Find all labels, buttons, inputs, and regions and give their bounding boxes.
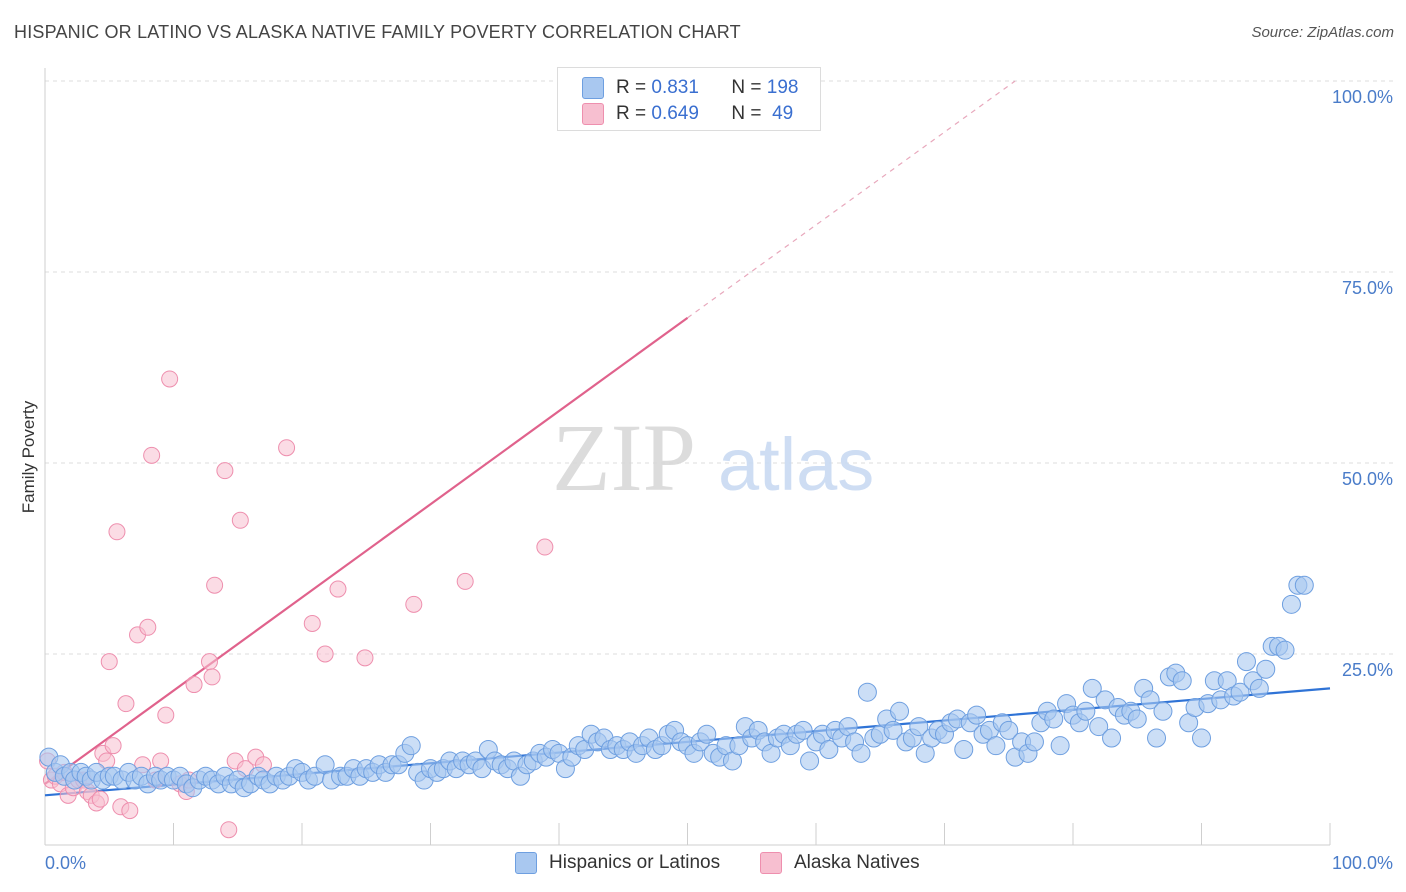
axes-layer xyxy=(44,68,1330,846)
legend-item-alaska: Alaska Natives xyxy=(760,852,920,874)
alaska-point xyxy=(316,645,334,663)
alaska-point xyxy=(278,439,296,457)
hispanic-point xyxy=(1140,690,1160,710)
legend-label-alaska: Alaska Natives xyxy=(794,852,920,873)
legend-label-hispanic: Hispanics or Latinos xyxy=(549,852,721,873)
hispanic-point xyxy=(1082,678,1102,698)
watermark: ZIP atlas xyxy=(552,404,874,511)
alaska-point xyxy=(117,695,135,713)
hispanic-point xyxy=(819,740,839,759)
legend-swatch-pink xyxy=(582,103,604,125)
hispanic-point xyxy=(1275,640,1295,660)
hispanic-point xyxy=(1044,709,1064,729)
hispanic-point xyxy=(1127,709,1147,729)
y-axis-title: Family Poverty xyxy=(19,400,38,513)
series-legend: Hispanics or Latinos Alaska Natives xyxy=(0,852,1406,876)
y-tick-label: 100.0% xyxy=(1332,87,1393,107)
alaska-point xyxy=(200,653,218,671)
legend-row-hispanic: R = 0.831 N = 198 xyxy=(582,76,798,100)
hispanic-point xyxy=(1024,732,1044,752)
alaska-point xyxy=(220,821,238,839)
alaska-point xyxy=(104,737,122,755)
hispanic-point xyxy=(909,717,929,737)
watermark-zip: ZIP xyxy=(552,404,696,511)
legend-item-hispanic: Hispanics or Latinos xyxy=(515,852,720,874)
legend-n-value: 49 xyxy=(772,103,794,124)
legend-swatch-blue xyxy=(515,852,537,874)
alaska-point xyxy=(231,511,249,529)
alaska-point xyxy=(91,790,109,808)
hispanic-point xyxy=(793,720,813,740)
hispanic-point xyxy=(1256,659,1276,679)
hispanic-point xyxy=(1050,736,1070,756)
y-tick-label: 25.0% xyxy=(1342,660,1393,680)
alaska-point xyxy=(161,370,179,388)
source-label: Source: ZipAtlas.com xyxy=(1251,24,1394,41)
alaska-point xyxy=(157,706,175,724)
hispanic-point xyxy=(1147,728,1167,748)
alaska-point xyxy=(152,752,170,770)
hispanic-point xyxy=(1230,682,1250,702)
hispanic-point xyxy=(1089,717,1109,737)
alaska-point xyxy=(100,653,118,671)
legend-swatch-blue xyxy=(582,77,604,99)
legend-r-value: 0.649 xyxy=(651,103,699,124)
hispanic-point xyxy=(890,701,910,721)
stats-legend: R = 0.831 N = 198 R = 0.649 N = 49 xyxy=(557,67,821,131)
alaska-point xyxy=(139,618,157,636)
y-tick-label: 75.0% xyxy=(1342,278,1393,298)
alaska-point xyxy=(405,595,423,613)
alaska-point xyxy=(456,572,474,590)
legend-r-label: R = xyxy=(616,77,647,98)
hispanic-point xyxy=(1192,728,1211,748)
hispanic-point xyxy=(954,740,974,759)
legend-r-value: 0.831 xyxy=(651,77,699,98)
hispanic-point xyxy=(1172,671,1192,691)
alaska-trend-line xyxy=(44,316,689,785)
hispanic-point xyxy=(1076,701,1096,721)
alaska-point xyxy=(185,676,203,694)
hispanic-point xyxy=(1236,652,1256,672)
alaska-point xyxy=(206,576,224,594)
hispanic-point xyxy=(999,720,1019,740)
hispanic-point xyxy=(1294,575,1314,595)
legend-r-label: R = xyxy=(616,103,647,124)
alaska-point xyxy=(216,462,234,480)
alaska-point xyxy=(536,538,554,556)
alaska-point xyxy=(356,649,374,667)
hispanic-point xyxy=(851,743,871,763)
alaska-trend-extension xyxy=(687,80,1016,319)
alaska-point xyxy=(143,446,161,464)
legend-n-label: N = xyxy=(731,77,762,98)
alaska-point xyxy=(329,580,347,598)
hispanic-point xyxy=(1281,594,1301,614)
x-tick-label: 100.0% xyxy=(1332,853,1393,873)
alaska-point xyxy=(108,523,126,541)
legend-n-value: 198 xyxy=(766,77,799,98)
y-tick-label: 50.0% xyxy=(1342,469,1393,489)
hispanic-point xyxy=(697,724,717,744)
hispanic-point xyxy=(857,682,877,702)
alaska-point xyxy=(203,668,221,686)
legend-swatch-pink xyxy=(760,852,782,874)
hispanic-point xyxy=(967,705,987,725)
hispanic-point xyxy=(1249,678,1269,698)
hispanic-point xyxy=(800,751,820,771)
alaska-point xyxy=(121,802,139,820)
legend-row-alaska: R = 0.649 N = 49 xyxy=(582,102,793,126)
x-tick-label: 0.0% xyxy=(45,853,86,873)
hispanic-point xyxy=(883,720,903,740)
chart-title: HISPANIC OR LATINO VS ALASKA NATIVE FAMI… xyxy=(14,22,741,42)
hispanic-point xyxy=(401,736,421,756)
watermark-atlas: atlas xyxy=(718,423,874,506)
hispanic-point xyxy=(986,736,1006,756)
hispanic-point xyxy=(1102,728,1122,748)
alaska-point xyxy=(303,614,321,632)
legend-n-label: N = xyxy=(731,103,762,124)
hispanic-point xyxy=(1153,701,1173,721)
